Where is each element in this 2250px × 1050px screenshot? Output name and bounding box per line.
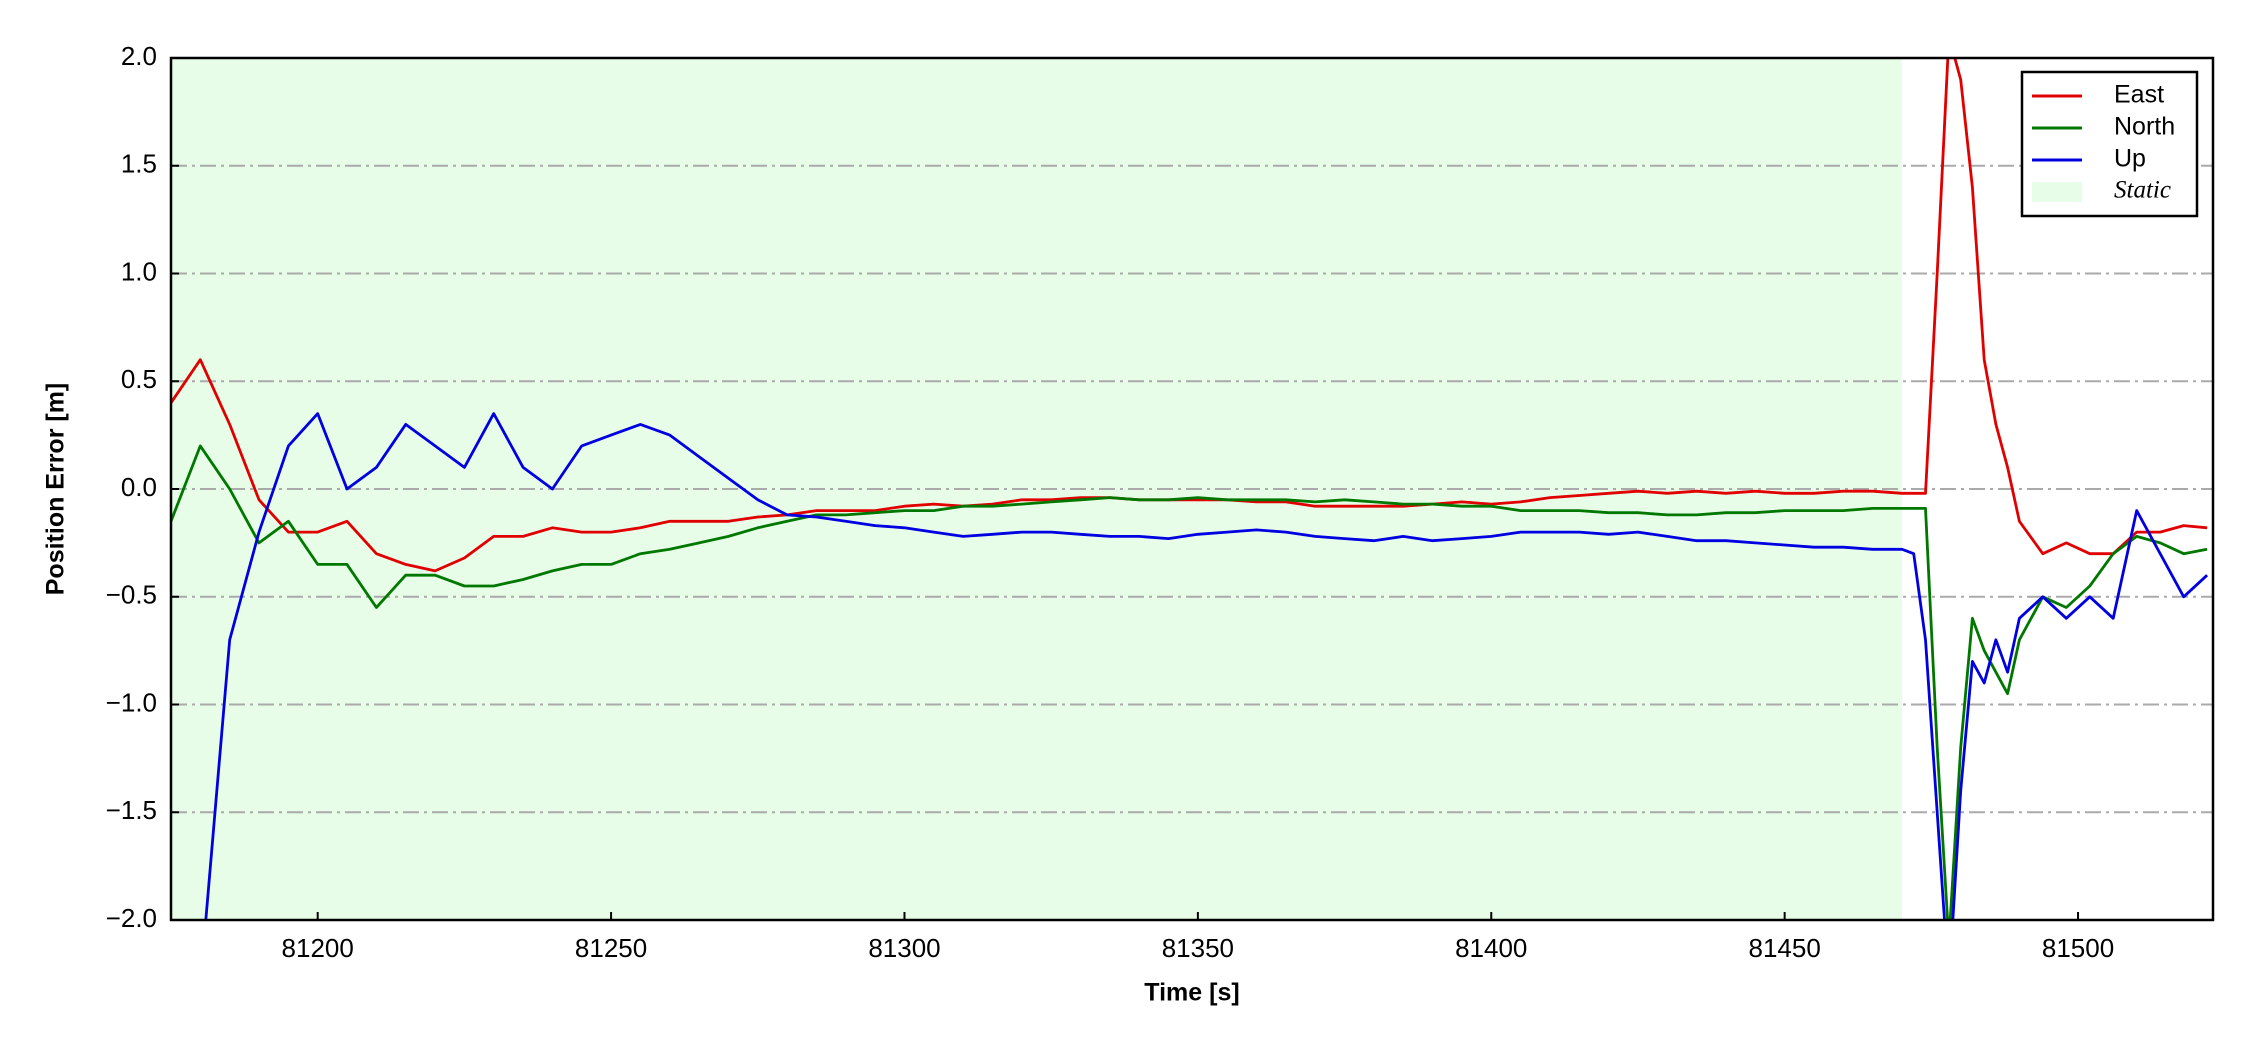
series-line [171,444,2208,920]
series-line [171,58,2208,573]
y-tick-label: 0.0 [121,472,157,502]
x-tick-label: 81350 [1162,933,1234,963]
y-tick-label: 1.0 [121,256,157,286]
y-axis-label: Position Error [m] [42,383,70,596]
y-tick-label: −2.0 [106,903,157,933]
x-axis-label: Time [s] [1144,979,1239,1007]
legend-label: North [2114,113,2175,141]
x-tick-label: 81500 [2042,933,2114,963]
legend-swatch [2032,182,2082,202]
y-tick-label: −1.5 [106,795,157,825]
legend-label: Up [2114,145,2146,173]
x-tick-label: 81200 [282,933,354,963]
x-tick-label: 81400 [1455,933,1527,963]
x-tick-label: 81250 [575,933,647,963]
y-tick-label: 1.5 [121,149,157,179]
plot-frame [169,56,2215,922]
x-tick-label: 81450 [1748,933,1820,963]
legend-label: East [2114,81,2164,109]
y-tick-label: 2.0 [121,41,157,71]
y-tick-label: 0.5 [121,364,157,394]
plot-area [171,58,2213,920]
series-line [204,412,2209,920]
y-tick-label: −0.5 [106,580,157,610]
y-tick-label: −1.0 [106,687,157,717]
x-tick-label: 81300 [868,933,940,963]
legend-label: Static [2114,177,2171,204]
